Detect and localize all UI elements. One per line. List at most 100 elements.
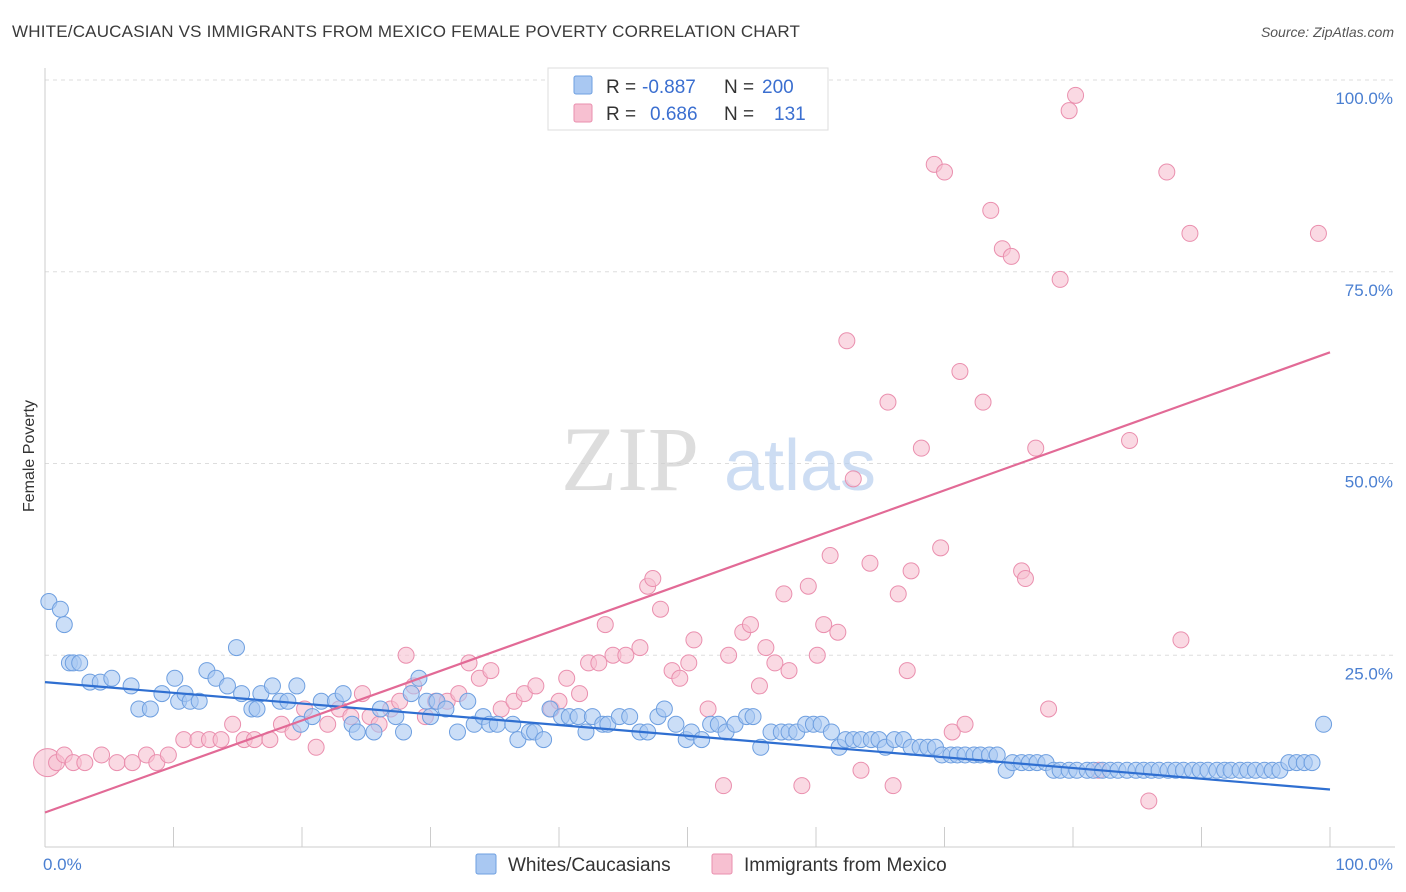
mexico-point bbox=[936, 163, 953, 181]
mexico-point bbox=[844, 470, 862, 488]
bottom-legend-swatch-blue bbox=[475, 853, 497, 875]
white-point bbox=[569, 708, 587, 726]
white-point bbox=[448, 723, 466, 741]
mexico-point bbox=[307, 738, 325, 756]
white-point bbox=[535, 731, 553, 749]
mexico-point bbox=[902, 562, 920, 580]
white-point bbox=[218, 677, 236, 695]
mexico-point bbox=[1121, 431, 1139, 449]
mexico-point bbox=[482, 662, 500, 680]
bottom-legend-swatch-pink bbox=[711, 853, 733, 875]
mexico-point bbox=[93, 746, 111, 764]
mexico-trend-line bbox=[44, 351, 1331, 814]
mexico-point bbox=[1002, 247, 1020, 265]
legend-frame bbox=[547, 67, 829, 131]
mexico-point bbox=[1158, 163, 1176, 181]
mexico-point bbox=[799, 577, 817, 595]
white-point bbox=[334, 685, 352, 703]
mexico-points bbox=[33, 86, 1327, 810]
watermark: ZIP atlas bbox=[561, 408, 876, 510]
mexico-point bbox=[932, 539, 950, 557]
legend-r-label: R = bbox=[606, 77, 636, 98]
mexico-point bbox=[1027, 439, 1045, 457]
y-tick-label: 100.0% bbox=[1335, 89, 1393, 108]
mexico-point bbox=[720, 646, 738, 664]
legend-r-value: -0.887 bbox=[642, 77, 696, 98]
white-point bbox=[621, 708, 639, 726]
legend-swatch-pink bbox=[573, 103, 593, 123]
white-point bbox=[693, 731, 711, 749]
axes bbox=[44, 68, 1395, 848]
white-point bbox=[141, 700, 159, 718]
white-point bbox=[55, 616, 73, 634]
white-point bbox=[422, 708, 439, 726]
mexico-point bbox=[1051, 270, 1069, 288]
mexico-point bbox=[766, 654, 784, 672]
mexico-point bbox=[808, 646, 826, 664]
white-point bbox=[103, 669, 121, 687]
mexico-point bbox=[76, 754, 94, 772]
mexico-point bbox=[861, 554, 879, 572]
white-point bbox=[1315, 715, 1333, 733]
white-point bbox=[365, 723, 383, 741]
mexico-point bbox=[775, 585, 793, 603]
legend-n-label: N = bbox=[724, 77, 754, 98]
y-tick-label: 25.0% bbox=[1345, 664, 1393, 683]
mexico-point bbox=[175, 731, 193, 749]
mexico-point bbox=[750, 677, 768, 695]
legend-r-label: R = bbox=[606, 104, 636, 125]
mexico-point bbox=[590, 654, 608, 672]
mexico-point bbox=[1040, 700, 1058, 718]
mexico-point bbox=[671, 669, 689, 687]
mexico-point bbox=[838, 332, 856, 350]
white-point bbox=[504, 715, 522, 733]
y-tick-label: 75.0% bbox=[1345, 281, 1393, 300]
mexico-point bbox=[319, 715, 337, 733]
mexico-point bbox=[558, 669, 576, 687]
mexico-point bbox=[212, 731, 230, 749]
mexico-point bbox=[821, 547, 839, 565]
white-point bbox=[190, 692, 208, 710]
mexico-point bbox=[1140, 792, 1158, 810]
white-point bbox=[1303, 754, 1321, 772]
mexico-point bbox=[1181, 224, 1199, 242]
watermark-atlas: atlas bbox=[724, 426, 876, 506]
white-point bbox=[122, 677, 140, 695]
white-point bbox=[51, 600, 69, 618]
legend-box: R = -0.887 N = 200 R = 0.686 N = 131 bbox=[547, 67, 829, 131]
white-point bbox=[395, 723, 413, 741]
white-point bbox=[153, 685, 171, 703]
white-point bbox=[655, 700, 673, 718]
mexico-point bbox=[1016, 570, 1034, 588]
mexico-point bbox=[714, 777, 732, 795]
white-point bbox=[437, 700, 455, 718]
x-tick-label: 0.0% bbox=[43, 855, 82, 874]
x-tick-label: 100.0% bbox=[1335, 855, 1393, 874]
y-axis-title: Female Poverty bbox=[21, 400, 38, 512]
white-point bbox=[348, 723, 366, 741]
mexico-point bbox=[596, 616, 614, 634]
mexico-point bbox=[757, 639, 775, 657]
bottom-legend-label: Immigrants from Mexico bbox=[744, 855, 947, 876]
white-trend-line bbox=[44, 680, 1331, 791]
mexico-point bbox=[644, 570, 662, 588]
mexico-point bbox=[631, 639, 649, 657]
mexico-point bbox=[829, 623, 847, 641]
grid-lines bbox=[45, 79, 1395, 656]
mexico-point bbox=[884, 777, 902, 795]
mexico-point bbox=[1060, 102, 1078, 120]
white-points bbox=[40, 593, 1333, 779]
mexico-point bbox=[397, 646, 415, 664]
chart-title: WHITE/CAUCASIAN VS IMMIGRANTS FROM MEXIC… bbox=[12, 22, 801, 41]
bottom-legend: Whites/Caucasians Immigrants from Mexico bbox=[475, 853, 947, 876]
mexico-point bbox=[982, 201, 1000, 219]
white-point bbox=[459, 692, 477, 710]
mexico-point bbox=[815, 616, 833, 634]
white-point bbox=[402, 685, 420, 703]
white-point bbox=[263, 677, 281, 695]
bottom-legend-label: Whites/Caucasians bbox=[508, 855, 671, 876]
y-tick-label: 50.0% bbox=[1345, 473, 1393, 492]
white-point bbox=[822, 723, 840, 741]
mexico-point bbox=[780, 662, 798, 680]
